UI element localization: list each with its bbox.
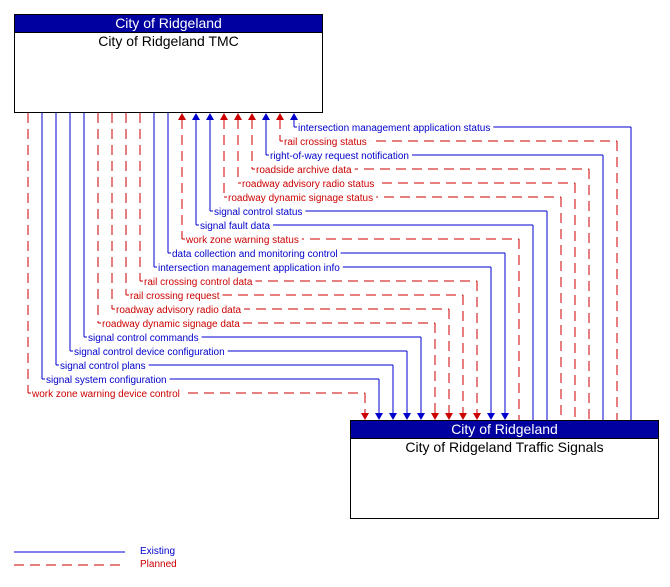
- flow-intersection-management-application-status[interactable]: intersection management application stat…: [290, 113, 632, 420]
- flow-label: data collection and monitoring control: [172, 249, 338, 260]
- arrowhead-down-icon: [445, 413, 453, 420]
- flow-label-background: [269, 149, 412, 160]
- source-owner: City of Ridgeland: [15, 15, 322, 33]
- target-element-box[interactable]: City of Ridgeland City of Ridgeland Traf…: [350, 420, 659, 519]
- flow-label-background: [31, 387, 183, 398]
- flow-label-background: [115, 303, 245, 314]
- flow-label-background: [241, 177, 378, 188]
- arrowhead-up-icon: [234, 113, 242, 120]
- flow-label: signal control status: [214, 207, 302, 218]
- flow-label: rail crossing control data: [144, 277, 253, 288]
- flow-label-background: [171, 247, 341, 258]
- flow-right-of-way-request-notification[interactable]: right-of-way request notification: [262, 113, 604, 420]
- arrowhead-up-icon: [178, 113, 186, 120]
- flow-signal-system-configuration[interactable]: signal system configuration: [41, 113, 383, 420]
- flow-work-zone-warning-status[interactable]: work zone warning status: [178, 113, 520, 420]
- flow-label: roadway dynamic signage data: [102, 319, 240, 330]
- flow-label: signal control device configuration: [74, 347, 225, 358]
- flow-label-background: [59, 359, 149, 370]
- flow-label-background: [45, 373, 170, 384]
- flow-rail-crossing-status[interactable]: rail crossing status: [276, 113, 618, 420]
- arrowhead-up-icon: [206, 113, 214, 120]
- flow-label: signal control commands: [88, 333, 199, 344]
- flow-label: signal control plans: [60, 361, 146, 372]
- flow-label-background: [87, 331, 202, 342]
- flow-label-background: [199, 219, 274, 230]
- flow-label-background: [255, 163, 355, 174]
- flow-label: work zone warning device control: [31, 389, 180, 400]
- arrowhead-down-icon: [501, 413, 509, 420]
- source-element-box[interactable]: City of Ridgeland City of Ridgeland TMC: [14, 14, 323, 113]
- flow-roadside-archive-data[interactable]: roadside archive data: [248, 113, 590, 420]
- flow-signal-control-plans[interactable]: signal control plans: [55, 113, 397, 420]
- flow-label: work zone warning status: [185, 235, 299, 246]
- flow-signal-control-status[interactable]: signal control status: [206, 113, 548, 420]
- flow-roadway-dynamic-signage-data[interactable]: roadway dynamic signage data: [97, 113, 439, 420]
- flow-label: roadway advisory radio data: [116, 305, 242, 316]
- flow-label: intersection management application info: [158, 263, 340, 274]
- flow-label-background: [157, 261, 343, 272]
- legend-existing-label: Existing: [140, 546, 176, 557]
- flow-label: roadside archive data: [256, 165, 352, 176]
- flow-label: signal fault data: [200, 221, 270, 232]
- arrowhead-down-icon: [459, 413, 467, 420]
- arrowhead-up-icon: [276, 113, 284, 120]
- flow-rail-crossing-control-data[interactable]: rail crossing control data: [139, 113, 481, 420]
- flow-label: rail crossing request: [130, 291, 220, 302]
- flow-signal-control-commands[interactable]: signal control commands: [83, 113, 425, 420]
- flow-label: roadway advisory radio status: [242, 179, 374, 190]
- arrowhead-up-icon: [192, 113, 200, 120]
- flow-signal-control-device-configuration[interactable]: signal control device configuration: [69, 113, 411, 420]
- arrowhead-down-icon: [431, 413, 439, 420]
- flow-label: roadway dynamic signage status: [228, 193, 373, 204]
- flow-label: signal system configuration: [46, 375, 167, 386]
- flow-data-collection-and-monitoring-control[interactable]: data collection and monitoring control: [167, 113, 509, 420]
- flow-rail-crossing-request[interactable]: rail crossing request: [125, 113, 467, 420]
- arrowhead-up-icon: [220, 113, 228, 120]
- arrowhead-down-icon: [361, 413, 369, 420]
- arrowhead-down-icon: [389, 413, 397, 420]
- arrowhead-down-icon: [487, 413, 495, 420]
- arrowhead-down-icon: [403, 413, 411, 420]
- flow-intersection-management-application-info[interactable]: intersection management application info: [153, 113, 495, 420]
- arrowhead-down-icon: [473, 413, 481, 420]
- flow-roadway-advisory-radio-data[interactable]: roadway advisory radio data: [111, 113, 453, 420]
- arrowhead-down-icon: [417, 413, 425, 420]
- source-name: City of Ridgeland TMC: [98, 33, 239, 49]
- flow-roadway-advisory-radio-status[interactable]: roadway advisory radio status: [234, 113, 576, 420]
- arrowhead-down-icon: [375, 413, 383, 420]
- flow-roadway-dynamic-signage-status[interactable]: roadway dynamic signage status: [220, 113, 562, 420]
- flow-label-background: [213, 205, 306, 216]
- flow-label: rail crossing status: [284, 137, 367, 148]
- arrowhead-up-icon: [262, 113, 270, 120]
- flow-label-background: [73, 345, 228, 356]
- flow-label-background: [129, 289, 223, 300]
- flow-label: intersection management application stat…: [298, 123, 490, 134]
- flow-label-background: [297, 121, 494, 132]
- flow-label-background: [143, 275, 256, 286]
- arrowhead-up-icon: [290, 113, 298, 120]
- flow-work-zone-warning-device-control[interactable]: work zone warning device control: [27, 113, 369, 420]
- target-name: City of Ridgeland Traffic Signals: [405, 439, 604, 455]
- flow-label: right-of-way request notification: [270, 151, 409, 162]
- flow-signal-fault-data[interactable]: signal fault data: [192, 113, 534, 420]
- flow-label-background: [227, 191, 377, 202]
- arrowhead-up-icon: [248, 113, 256, 120]
- target-owner: City of Ridgeland: [351, 421, 658, 439]
- flow-label-background: [101, 317, 243, 328]
- flow-label-background: [283, 135, 370, 146]
- flow-label-background: [185, 233, 302, 244]
- legend-planned-label: Planned: [140, 559, 177, 570]
